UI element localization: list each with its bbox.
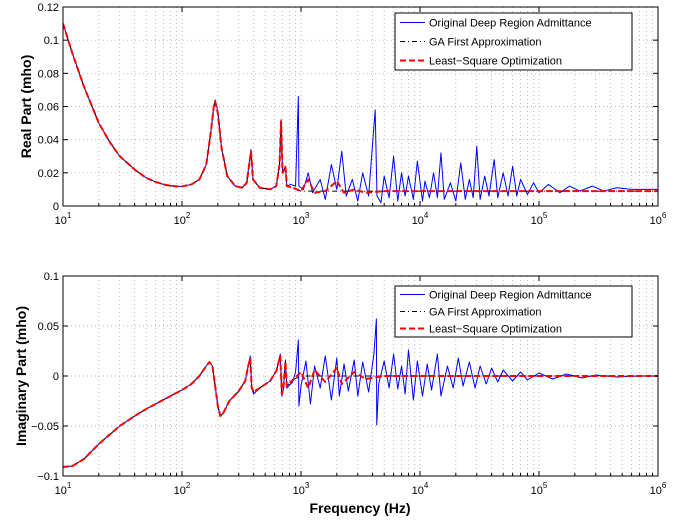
legend-real: Original Deep Region Admittance GA First … — [394, 12, 633, 71]
legend-box — [394, 12, 633, 71]
ytick-label: −0.05 — [31, 421, 59, 433]
xtick-label: 103 — [293, 211, 310, 227]
series-real — [63, 23, 658, 204]
xtick-label: 106 — [650, 211, 667, 227]
xlabel-imag: Frequency (Hz) — [309, 500, 410, 516]
ytick-label: 0 — [53, 201, 59, 213]
series-line-3 — [63, 355, 658, 468]
xtick-label: 106 — [650, 481, 667, 497]
ticks-imag: 101 102 103 104 105 106 −0.1 −0.05 0 0.05 0.1 — [31, 271, 667, 497]
xtick-label: 105 — [531, 211, 548, 227]
legend-label: Least−Square Optimization — [429, 324, 562, 336]
chart-real-part: 101 102 103 104 105 106 0 0.02 0.04 0.06 0.08 0.1 0.… — [18, 2, 667, 227]
ylabel-imag: Imaginary Part (mho) — [13, 306, 29, 446]
ytick-label: −0.1 — [37, 471, 59, 483]
ytick-label: 0.12 — [38, 2, 59, 14]
series-imag — [63, 318, 658, 468]
xtick-label: 104 — [412, 211, 429, 227]
xtick-label: 102 — [174, 481, 191, 497]
xtick-label: 101 — [55, 481, 72, 497]
legend-label: GA First Approximation — [429, 37, 542, 49]
legend-box — [394, 285, 633, 338]
legend-label: Original Deep Region Admittance — [429, 18, 592, 30]
ytick-label: 0.06 — [38, 102, 59, 114]
ytick-label: 0 — [53, 371, 59, 383]
ytick-label: 0.05 — [38, 321, 59, 333]
ytick-label: 0.1 — [44, 35, 59, 47]
series-line-3 — [63, 23, 658, 194]
ytick-label: 0.04 — [38, 135, 59, 147]
ytick-label: 0.02 — [38, 168, 59, 180]
legend-label: Original Deep Region Admittance — [429, 290, 592, 302]
xtick-label: 101 — [55, 211, 72, 227]
xtick-label: 102 — [174, 211, 191, 227]
chart-imaginary-part: 101 102 103 104 105 106 −0.1 −0.05 0 0.05 0.1 Imag… — [13, 271, 667, 516]
ylabel-real: Real Part (mho) — [18, 55, 34, 158]
series-line-1 — [63, 318, 658, 468]
legend-label: Least−Square Optimization — [429, 56, 562, 68]
legend-label: GA First Approximation — [429, 307, 542, 319]
xtick-label: 105 — [531, 481, 548, 497]
ytick-label: 0.1 — [44, 271, 59, 283]
ytick-label: 0.08 — [38, 68, 59, 80]
series-line-2 — [63, 355, 658, 468]
xtick-label: 103 — [293, 481, 310, 497]
ticks-real: 101 102 103 104 105 106 0 0.02 0.04 0.06 0.08 0.1 0.… — [38, 2, 667, 227]
xtick-label: 104 — [412, 481, 429, 497]
legend-imag: Original Deep Region Admittance GA First … — [394, 285, 633, 338]
